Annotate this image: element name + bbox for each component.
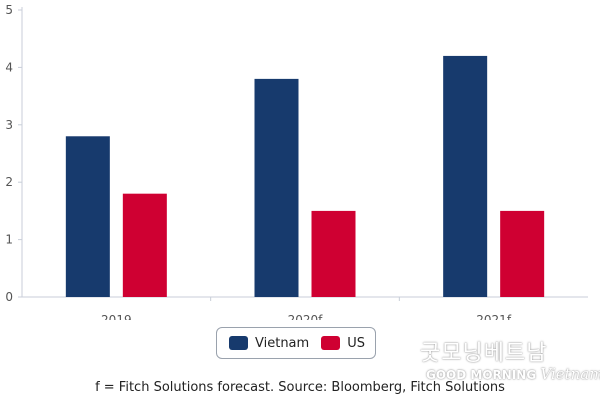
legend-label-vietnam: Vietnam: [255, 335, 310, 351]
y-axis: 0 1 2 3 4 5: [5, 3, 23, 304]
bar-chart: 0 1 2 3 4 5 2019 2020f 2021f: [5, 3, 588, 320]
legend-label-us: US: [347, 335, 365, 351]
watermark-korean-text: 굿모닝베트남: [420, 341, 548, 366]
legend: Vietnam US: [216, 327, 376, 359]
vietnam-swatch: [229, 336, 248, 350]
good-morning-vietnam-watermark: 굿모닝베트남 GOOD MORNING Vietnam: [410, 335, 600, 393]
watermark-english-text: GOOD MORNING Vietnam: [426, 365, 600, 383]
us-swatch: [321, 336, 341, 350]
bar-vietnam-2020f: [254, 78, 299, 297]
y-tick-label: 4: [5, 60, 13, 74]
legend-item-vietnam[interactable]: Vietnam: [229, 336, 309, 351]
bar-us-2020f: [311, 210, 356, 297]
x-category-label: 2021f: [476, 313, 512, 320]
y-tick-label: 0: [5, 290, 13, 304]
watermark-english-script: Vietnam: [540, 365, 600, 383]
bar-us-2021f: [500, 210, 545, 297]
x-category-label: 2019: [101, 313, 132, 320]
bar-vietnam-2021f: [443, 55, 488, 297]
watermark-english-main: GOOD MORNING: [426, 368, 537, 382]
bar-us-2019: [122, 193, 167, 297]
bar-vietnam-2019: [65, 136, 110, 297]
y-tick-label: 3: [5, 118, 13, 132]
y-tick-label: 1: [5, 233, 13, 247]
bars: [65, 55, 545, 297]
x-axis: 2019 2020f 2021f: [22, 296, 588, 320]
y-tick-label: 2: [5, 175, 13, 189]
y-tick-label: 5: [5, 3, 13, 17]
x-category-label: 2020f: [288, 313, 324, 320]
source-caption: f = Fitch Solutions forecast. Source: Bl…: [95, 380, 505, 395]
legend-item-us[interactable]: US: [321, 336, 365, 351]
